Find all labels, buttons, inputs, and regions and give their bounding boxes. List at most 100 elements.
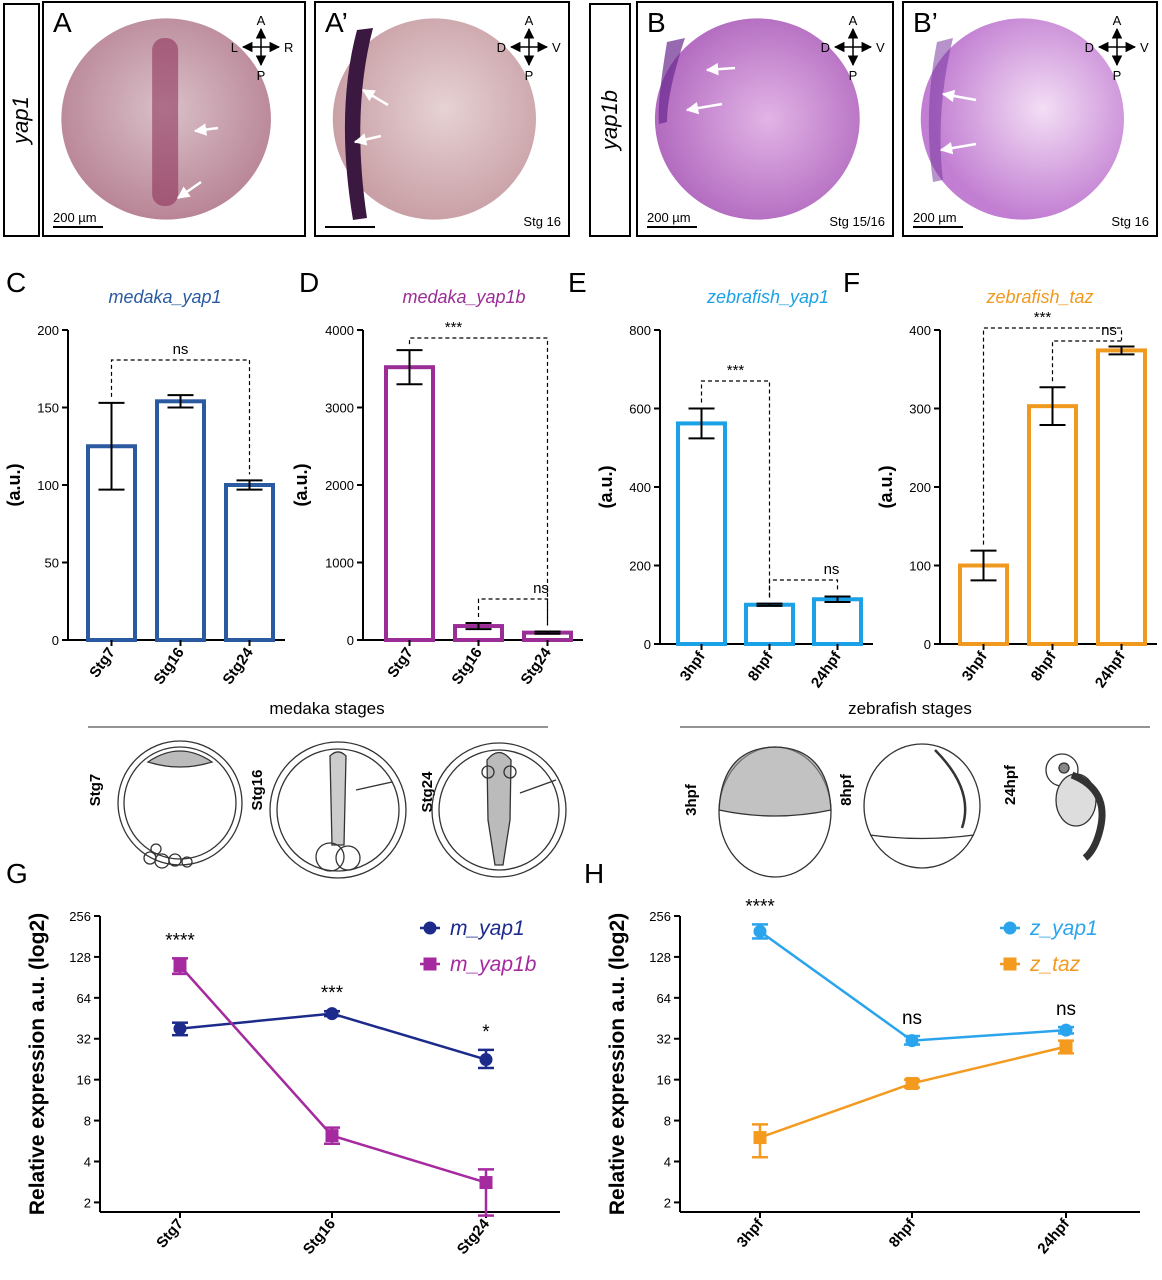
panel-letter: H — [584, 858, 604, 889]
bar — [676, 421, 727, 647]
x-tick-label: 24hpf — [1034, 1215, 1073, 1257]
comparison-bracket — [700, 380, 771, 598]
micrograph-row: A A P L R 200 µm A’ A P D V Stg 16 B A P D V 200 µm Stg 15… — [42, 1, 1158, 237]
bar — [224, 483, 275, 642]
axis-label: D — [497, 40, 506, 55]
axis-label: P — [849, 68, 858, 83]
data-point — [479, 1176, 493, 1190]
panel-letter: C — [6, 267, 26, 298]
svg-text:yap1: yap1 — [8, 96, 33, 146]
x-tick-label: Stg7 — [384, 645, 417, 681]
chart-title: zebrafish_taz — [985, 287, 1093, 307]
axis-label: D — [1085, 40, 1094, 55]
panel-letter: G — [6, 858, 28, 889]
y-axis-label: (a.u.) — [4, 463, 24, 506]
data-point — [905, 1034, 919, 1048]
legend-marker — [1003, 921, 1017, 935]
series-z-yap1: z_yap1 — [752, 917, 1098, 1048]
yap1-expression-stripe — [152, 38, 179, 206]
y-tick-label: 4 — [84, 1154, 91, 1169]
zebrafish-embryo-3hpf — [718, 746, 832, 878]
dorsal-expression-band — [344, 28, 373, 220]
annotation-arrow — [941, 89, 977, 103]
data-point — [325, 1007, 339, 1021]
bar — [384, 365, 435, 642]
annotation-arrow — [705, 62, 736, 76]
y-tick-label: 32 — [77, 1032, 91, 1047]
y-tick-label: 150 — [37, 401, 59, 416]
y-axis-label: (a.u.) — [291, 463, 311, 506]
zebrafish-stages-heading: zebrafish stages — [848, 699, 972, 718]
micrograph-panel: A’ A P D V Stg 16 — [314, 1, 570, 237]
panel-letter: D — [299, 267, 319, 298]
x-tick-label: 3hpf — [959, 648, 992, 685]
zebrafish-embryo-24hpf — [1045, 753, 1106, 861]
x-tick-label: Stg24 — [517, 644, 555, 688]
scale-bar-label: 200 µm — [647, 210, 691, 225]
data-point — [173, 959, 187, 973]
axis-label: A — [849, 13, 858, 28]
axis-label: D — [821, 40, 830, 55]
axis-label: P — [1113, 68, 1122, 83]
annotation-arrow — [685, 101, 723, 115]
axis-label: A — [525, 13, 534, 28]
y-tick-label: 300 — [909, 402, 931, 417]
axis-label: P — [257, 68, 266, 83]
y-tick-label: 256 — [69, 909, 91, 924]
y-tick-label: 128 — [649, 950, 671, 965]
y-axis-label: Relative expression a.u. (log2) — [606, 913, 629, 1215]
legend-label: z_yap1 — [1029, 917, 1098, 940]
panel-letter: A’ — [325, 7, 348, 38]
zebrafish-stage-label: 3hpf — [683, 783, 700, 816]
bar — [1027, 404, 1078, 646]
significance-label: ns — [1056, 999, 1076, 1020]
y-tick-label: 256 — [649, 909, 671, 924]
y-tick-label: 4 — [664, 1154, 671, 1169]
y-tick-label: 0 — [924, 637, 931, 652]
significance-label: ns — [824, 561, 840, 578]
data-point — [1059, 1040, 1073, 1054]
dorsal-expression-band — [658, 38, 685, 124]
x-tick-label: Stg16 — [300, 1216, 339, 1258]
bar — [744, 602, 795, 646]
annotation-arrow — [176, 180, 202, 200]
x-tick-label: 8hpf — [745, 648, 778, 685]
y-tick-label: 400 — [909, 323, 931, 338]
y-tick-label: 50 — [45, 556, 59, 571]
annotation-arrow — [939, 141, 977, 155]
line-chart-h: H 2 4 8 16 32 64 128 256 Relative expression a.u.… — [584, 858, 1140, 1257]
line-charts: G 2 4 8 16 32 64 128 256 Relative expression a.u.… — [6, 858, 1140, 1258]
y-tick-label: 2 — [664, 1195, 671, 1210]
y-tick-label: 0 — [52, 633, 59, 648]
y-tick-label: 3000 — [325, 401, 354, 416]
significance-label: * — [482, 1022, 490, 1043]
x-tick-label: Stg7 — [86, 645, 119, 681]
significance-label: *** — [1034, 309, 1052, 326]
stage-label: Stg 16 — [1111, 214, 1149, 229]
medaka-stage-label: Stg7 — [87, 774, 104, 807]
x-tick-label: 24hpf — [808, 648, 845, 691]
annotation-arrow — [193, 123, 219, 136]
x-tick-label: 24hpf — [1092, 648, 1129, 691]
y-tick-label: 600 — [629, 402, 651, 417]
y-tick-label: 100 — [37, 478, 59, 493]
medaka-stages: medaka stages Stg7 Stg16 Stg24 — [87, 699, 567, 879]
series-line — [179, 1012, 487, 1061]
x-tick-label: Stg24 — [219, 644, 257, 688]
embryo-image — [332, 18, 536, 220]
stage-label: Stg 15/16 — [829, 214, 885, 229]
significance-label: *** — [445, 319, 463, 336]
y-axis-label: (a.u.) — [876, 465, 896, 508]
y-tick-label: 2 — [84, 1195, 91, 1210]
row-label-yap1b: yap1b — [589, 3, 631, 237]
chart-title: medaka_yap1b — [402, 287, 525, 307]
annotation-arrow — [353, 133, 382, 146]
comparison-bracket — [408, 337, 549, 626]
micrograph-panel: A A P L R 200 µm — [42, 1, 306, 237]
